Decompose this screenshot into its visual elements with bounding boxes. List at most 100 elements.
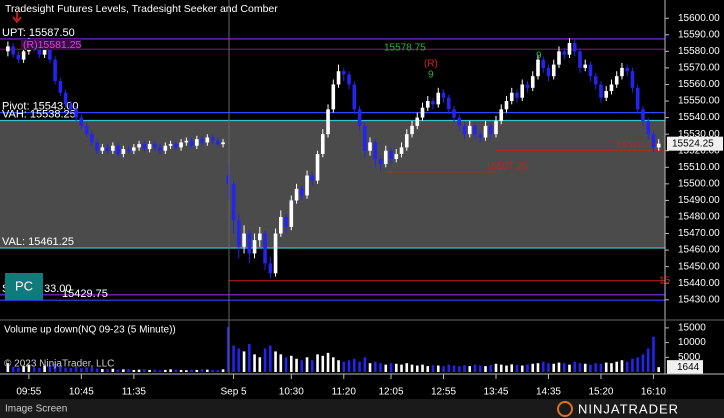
candle-body — [509, 92, 514, 102]
candle-body — [200, 139, 204, 143]
x-tick-label: 09:55 — [16, 387, 41, 398]
volume-bar — [116, 369, 120, 372]
volume-bar — [295, 358, 298, 372]
volume-bar — [625, 361, 629, 372]
volume-bar — [221, 369, 225, 372]
x-tick-label: 13:45 — [483, 387, 508, 398]
candle-body — [431, 101, 435, 105]
volume-bar — [85, 367, 88, 372]
volume-bar — [410, 364, 414, 372]
volume-bar — [279, 354, 283, 372]
volume-bar — [143, 369, 146, 372]
volume-bar — [636, 357, 640, 372]
candle-body — [6, 46, 10, 52]
candle-body — [357, 109, 362, 126]
y-tick-label: 15540.00 — [678, 112, 720, 123]
candle-body — [163, 145, 168, 151]
candle-body — [530, 76, 535, 88]
volume-bar — [452, 365, 456, 372]
volume-bar — [583, 363, 587, 372]
candle-body — [184, 140, 189, 143]
volume-bar — [547, 363, 550, 372]
candle-body — [614, 76, 619, 85]
candle-body — [247, 233, 252, 254]
candle-body — [79, 117, 84, 126]
volume-bar — [27, 364, 31, 372]
volume-bar — [326, 352, 330, 372]
candle-body — [462, 125, 467, 135]
volume-bar — [368, 363, 372, 372]
candle-body — [279, 216, 283, 234]
last-price-label: 15524.25 — [672, 138, 714, 149]
y-tick-label: 15500.00 — [678, 178, 720, 189]
candle-body — [362, 125, 367, 151]
volume-bar — [289, 355, 293, 372]
candle-body — [651, 134, 656, 148]
volume-bar — [185, 370, 188, 372]
r-mark: (R) — [424, 59, 438, 70]
candle-body — [121, 149, 126, 155]
candle-body — [593, 76, 598, 85]
volume-bar — [90, 367, 94, 372]
volume-bar — [552, 363, 556, 372]
candle-body — [126, 149, 131, 151]
candle-body — [116, 145, 120, 155]
volume-bar — [179, 369, 183, 372]
volume-bar — [11, 366, 15, 372]
button-bg — [5, 273, 43, 300]
volume-bar — [562, 363, 566, 372]
volume-bar — [132, 369, 136, 372]
candle-body — [268, 263, 273, 274]
candle-body — [415, 117, 420, 126]
volume-bar — [604, 362, 608, 372]
candle-body — [16, 54, 21, 60]
candle-body — [488, 125, 493, 135]
volume-bar — [468, 366, 472, 372]
candle-body — [341, 71, 346, 75]
candle-body — [457, 117, 462, 126]
level-label: Pivot: 15543.00 — [2, 101, 78, 113]
volume-bar — [657, 367, 661, 372]
volume-bar — [531, 363, 535, 372]
candle-body — [473, 125, 477, 135]
value-area — [0, 120, 665, 249]
volume-bar — [258, 357, 262, 372]
candle-body — [420, 107, 425, 118]
x-tick-label: 16:10 — [641, 387, 666, 398]
volume-bar — [106, 369, 109, 372]
candle-body — [641, 109, 645, 121]
candle-body — [53, 59, 57, 82]
volume-bar — [599, 363, 603, 372]
candle-body — [525, 84, 530, 88]
volume-bar — [352, 358, 356, 372]
volume-bar — [515, 364, 519, 372]
candle-body — [599, 84, 603, 98]
candle-body — [174, 144, 178, 148]
volume-bar — [300, 360, 304, 372]
candle-body — [137, 144, 141, 148]
volume-bar — [158, 370, 162, 372]
candle-body — [347, 74, 351, 85]
y-tick-label: 15580.00 — [678, 46, 720, 57]
candle-body — [520, 84, 525, 98]
candle-body — [189, 140, 194, 146]
footer-label: Image Screen — [5, 404, 67, 415]
pc-button[interactable]: PC — [5, 273, 43, 300]
candle-body — [441, 92, 446, 98]
r-level-bg — [21, 39, 81, 50]
y-tick-label: 15590.00 — [678, 29, 720, 40]
volume-bar — [174, 369, 178, 372]
candle-body — [147, 144, 152, 150]
candle-body — [231, 183, 236, 221]
volume-bar — [373, 361, 377, 372]
candle-body — [483, 125, 488, 138]
volume-bar — [557, 362, 561, 372]
volume-bar — [631, 358, 634, 372]
candle-body — [111, 145, 115, 151]
seeker-count: 9 — [428, 70, 434, 81]
volume-bar — [505, 365, 508, 372]
candle-body — [536, 59, 540, 77]
button-label: PC — [15, 278, 33, 293]
